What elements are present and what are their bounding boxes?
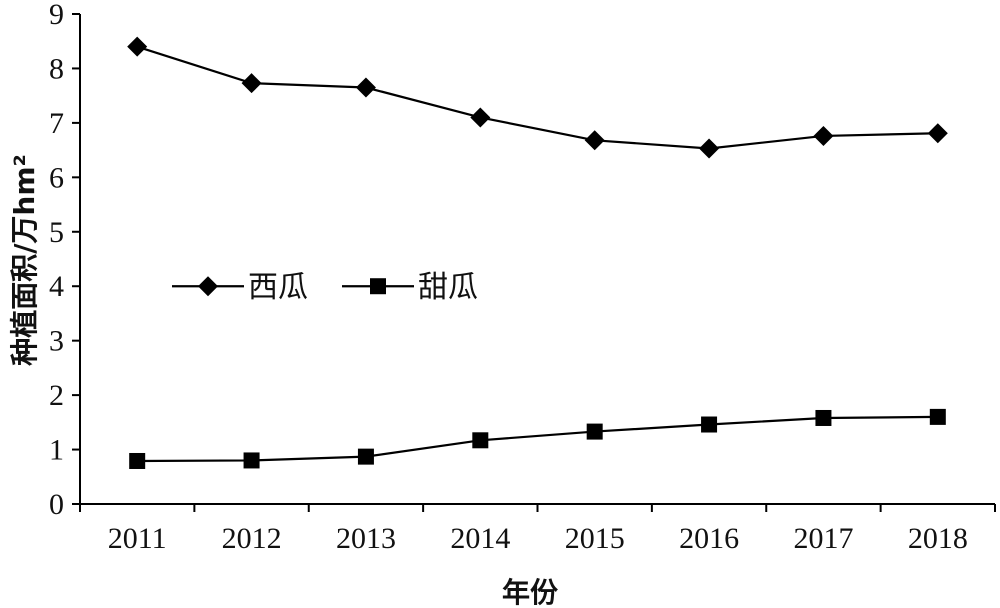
y-tick-label: 3 <box>49 325 64 358</box>
x-tick-label: 2017 <box>793 522 853 555</box>
diamond-point <box>470 107 491 128</box>
diamond-point <box>584 130 605 151</box>
diamond-point <box>355 77 376 98</box>
legend-label: 甜瓜 <box>418 270 478 305</box>
series-line <box>137 415 938 463</box>
square-point <box>815 409 832 426</box>
legend-item-2: 甜瓜 <box>342 270 478 305</box>
x-axis-title: 年份 <box>502 576 558 608</box>
tick-labels: 0 1 2 3 4 5 6 7 8 9 2011 2012 2013 2014 2015 2016 2017 20… <box>49 0 968 555</box>
legend-item-1: 西瓜 <box>172 270 308 305</box>
square-point <box>357 448 374 465</box>
square-point <box>929 408 946 425</box>
x-tick-label: 2011 <box>108 522 167 555</box>
y-tick-label: 7 <box>49 107 64 140</box>
y-tick-label: 2 <box>49 379 64 412</box>
y-tick-label: 6 <box>49 161 64 194</box>
series-1 <box>127 36 948 159</box>
legend: 西瓜 甜瓜 <box>172 270 478 305</box>
square-point <box>701 416 718 433</box>
y-tick-label: 1 <box>49 434 64 467</box>
square-point <box>243 452 260 469</box>
diamond-point <box>241 73 262 94</box>
series-layer <box>127 36 948 469</box>
series-line <box>136 45 938 150</box>
diamond-point <box>813 125 834 146</box>
x-tick-label: 2014 <box>450 522 510 555</box>
axes <box>72 13 996 512</box>
diamond-point <box>127 36 148 57</box>
y-tick-label: 8 <box>49 52 64 85</box>
x-tick-label: 2013 <box>336 522 396 555</box>
legend-diamond-icon <box>198 276 218 297</box>
legend-label: 西瓜 <box>248 270 308 305</box>
series-2 <box>129 408 946 469</box>
x-tick-label: 2015 <box>565 522 625 555</box>
y-tick-label: 9 <box>49 0 64 31</box>
y-tick-label: 4 <box>49 270 64 303</box>
y-tick-label: 5 <box>49 216 64 249</box>
y-axis-title: 种植面积/万hm² <box>8 154 41 366</box>
square-point <box>586 423 603 440</box>
diamond-point <box>699 138 720 159</box>
square-point <box>129 452 146 469</box>
x-tick-label: 2018 <box>908 522 968 555</box>
legend-square-icon <box>370 278 386 295</box>
y-tick-label: 0 <box>49 488 64 521</box>
x-tick-label: 2016 <box>679 522 739 555</box>
x-tick-label: 2012 <box>222 522 282 555</box>
square-point <box>472 432 489 449</box>
diamond-point <box>927 123 948 144</box>
